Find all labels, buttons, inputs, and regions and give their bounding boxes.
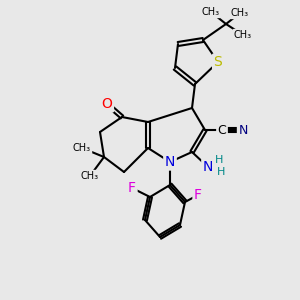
Text: N: N (165, 155, 175, 169)
Text: CH₃: CH₃ (234, 30, 252, 40)
Text: N: N (203, 160, 213, 174)
Text: CH₃: CH₃ (73, 143, 91, 153)
Text: N: N (238, 124, 248, 136)
Text: F: F (194, 188, 202, 202)
Text: H: H (217, 167, 225, 177)
Text: CH₃: CH₃ (231, 8, 249, 18)
Text: H: H (215, 155, 223, 165)
Text: F: F (128, 181, 136, 195)
Text: CH₃: CH₃ (202, 7, 220, 17)
Text: O: O (102, 97, 112, 111)
Text: C: C (218, 124, 226, 136)
Text: S: S (214, 55, 222, 69)
Text: CH₃: CH₃ (81, 171, 99, 181)
